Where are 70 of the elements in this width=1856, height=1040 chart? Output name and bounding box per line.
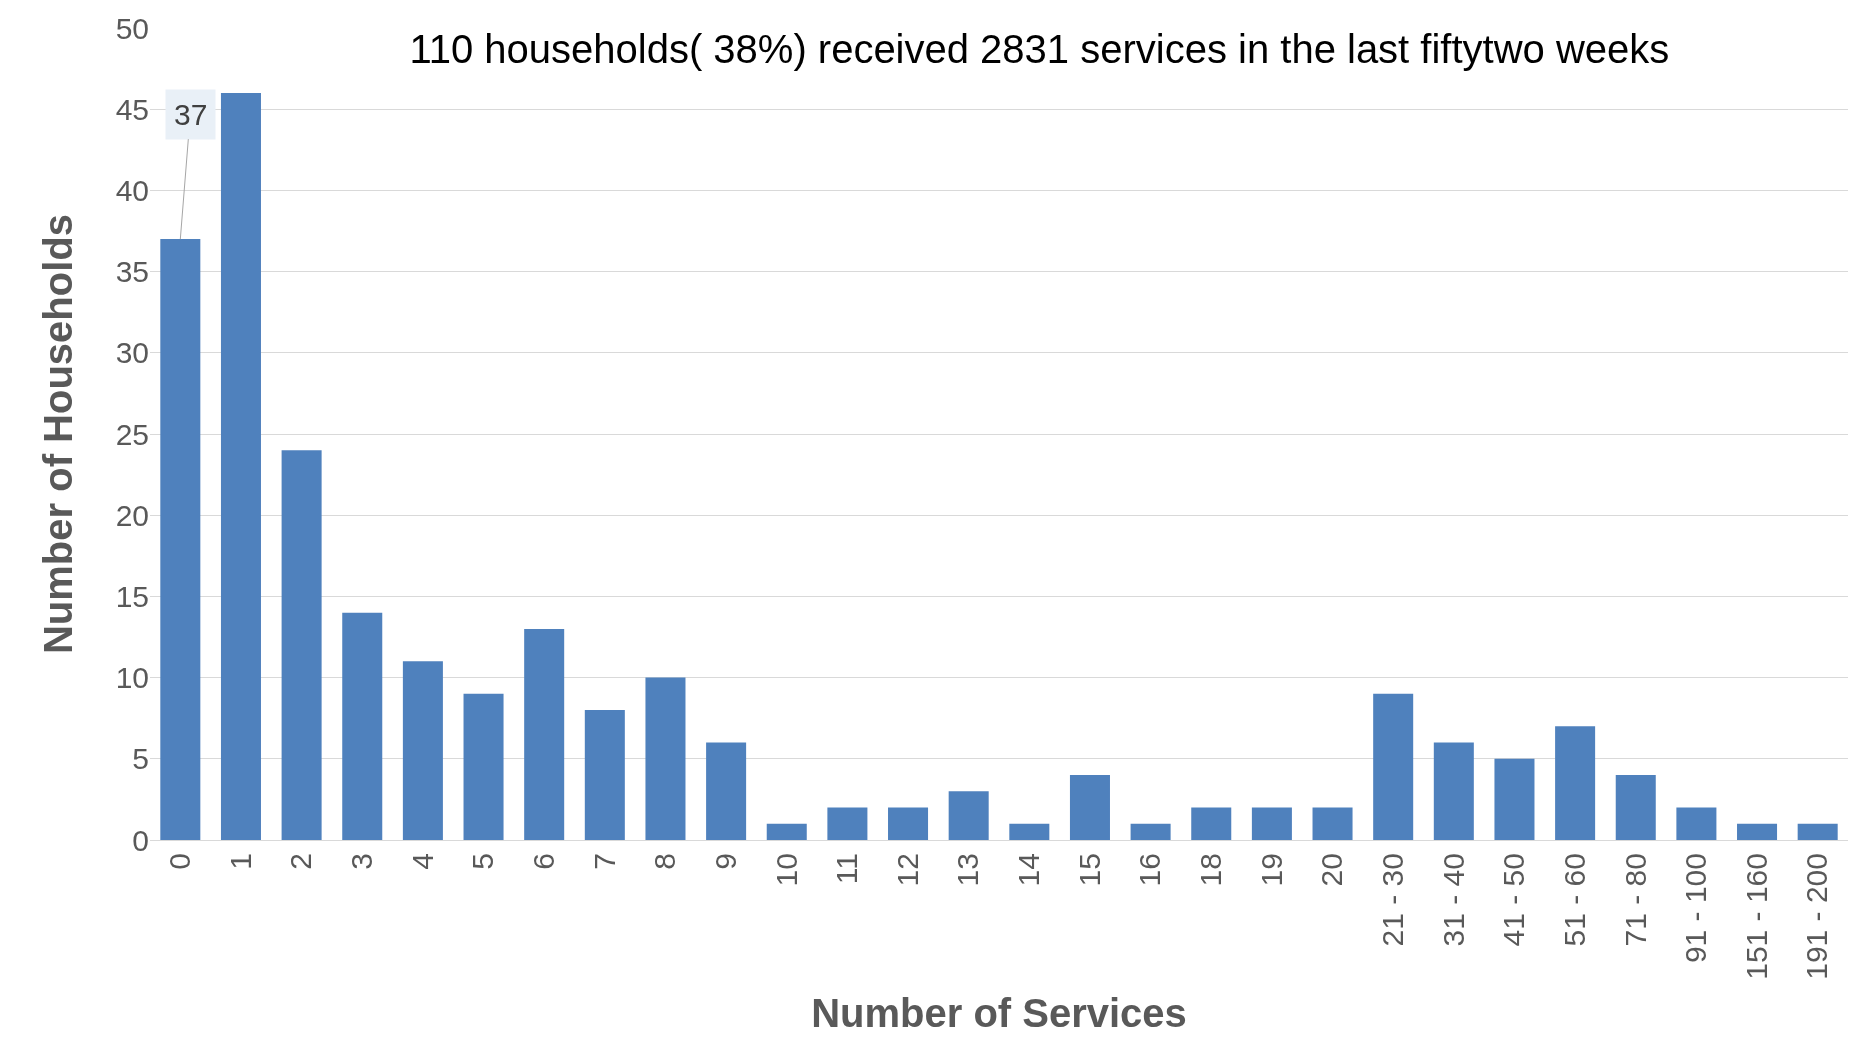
x-tick-label: 19 [1254, 853, 1288, 887]
y-tick-label: 30 [115, 336, 149, 370]
x-tick-label: 9 [708, 853, 742, 870]
x-tick-label: 51 - 60 [1557, 853, 1591, 947]
x-axis-title: Number of Services [811, 991, 1187, 1036]
bar [342, 612, 383, 840]
x-tick-label: 18 [1194, 853, 1227, 887]
x-tick-label: 91 - 100 [1679, 853, 1713, 964]
x-tick-label: 71 - 80 [1618, 853, 1652, 947]
x-tick-label: 20 [1315, 853, 1349, 887]
y-axis-title: Number of Households [36, 213, 81, 655]
y-tick-label: 25 [115, 417, 149, 451]
x-tick-label: 16 [1133, 853, 1167, 887]
bar [1191, 807, 1232, 840]
x-tick-label: 2 [284, 853, 318, 870]
bar [220, 92, 261, 840]
bar [1009, 823, 1050, 840]
bar [645, 677, 686, 840]
x-tick-label: 13 [951, 853, 985, 887]
x-tick-label: 7 [587, 853, 621, 870]
x-tick-label: 191 - 200 [1800, 853, 1834, 980]
y-tick-label: 10 [115, 661, 149, 695]
bar [463, 693, 504, 840]
chart-title: 110 households( 38%) received 2831 services in the last fiftytwo weeks [409, 26, 1670, 71]
bar [1797, 823, 1838, 840]
x-tick-label: 151 - 160 [1739, 853, 1773, 980]
y-tick-label: 45 [115, 92, 149, 126]
x-tick-label: 11 [830, 853, 864, 885]
x-tick-label: 14 [1012, 853, 1046, 887]
y-tick-label: 35 [115, 255, 149, 289]
bar [1312, 807, 1353, 840]
bar [706, 742, 747, 840]
x-tick-label: 8 [648, 853, 682, 870]
bar [948, 791, 989, 840]
bar [524, 628, 565, 840]
x-tick-label: 41 - 50 [1497, 853, 1531, 947]
y-tick-label: 15 [115, 579, 149, 613]
x-tick-label: 1 [223, 853, 257, 870]
bar [1494, 758, 1535, 840]
y-tick-label: 5 [132, 742, 149, 776]
bar [1251, 807, 1292, 840]
x-tick-label: 21 - 30 [1375, 853, 1409, 947]
bar [1555, 726, 1596, 840]
x-tick-label: 31 - 40 [1436, 853, 1470, 947]
x-tick-label: 0 [163, 853, 197, 870]
bar [1373, 693, 1414, 840]
bar [1069, 775, 1110, 840]
bar [402, 661, 443, 840]
bar [1130, 823, 1171, 840]
bar [827, 807, 868, 840]
bar [1737, 823, 1778, 840]
bar [160, 239, 201, 840]
bar [281, 450, 322, 840]
x-tick-label: 12 [890, 853, 924, 887]
bar [888, 807, 929, 840]
y-tick-label: 50 [115, 11, 149, 45]
bar [584, 710, 625, 840]
x-tick-label: 10 [769, 853, 803, 887]
x-tick-label: 6 [526, 853, 560, 870]
bar [1433, 742, 1474, 840]
x-tick-label: 5 [466, 853, 500, 870]
y-tick-label: 20 [115, 498, 149, 532]
bar [1676, 807, 1717, 840]
bar [766, 823, 807, 840]
y-tick-label: 40 [115, 173, 149, 207]
bar [1615, 775, 1656, 840]
x-tick-label: 15 [1072, 853, 1106, 887]
x-tick-label: 4 [405, 853, 439, 870]
x-tick-label: 3 [345, 853, 378, 870]
data-label: 37 [174, 98, 208, 131]
